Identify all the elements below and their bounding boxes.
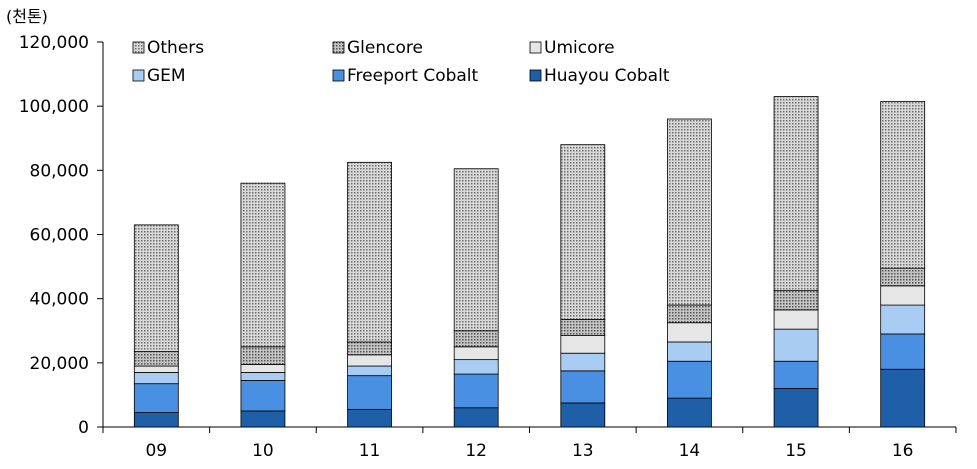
- legend-label: Huayou Cobalt: [544, 66, 670, 86]
- bar-segment-gem: [880, 304, 926, 335]
- legend-item-glencore: Glencore: [332, 38, 423, 58]
- legend-item-freeport-cobalt: Freeport Cobalt: [332, 66, 479, 86]
- legend-swatch: [132, 69, 145, 82]
- x-tick-label: 15: [785, 441, 807, 461]
- bar-segment-glencore: [347, 341, 392, 356]
- y-tick-label: 60,000: [30, 226, 89, 246]
- bar-segment-umicore: [133, 365, 179, 373]
- x-tick-label: 16: [892, 441, 914, 461]
- x-tick-label: 13: [572, 441, 594, 461]
- y-tick-label: 80,000: [30, 161, 89, 181]
- legend-item-others: Others: [132, 38, 204, 58]
- bar-segment-umicore: [560, 335, 606, 354]
- bars: [133, 96, 926, 428]
- bar-segment-umicore: [240, 364, 286, 373]
- x-tick-label: 09: [145, 441, 167, 461]
- y-tick-label: 40,000: [30, 290, 89, 310]
- bar-segment-umicore: [773, 309, 819, 330]
- legend-label: Glencore: [347, 38, 423, 58]
- legend-label: Umicore: [544, 38, 615, 58]
- bar-segment-others: [453, 168, 499, 332]
- bar-segment-others: [240, 182, 286, 348]
- bar-segment-umicore: [453, 346, 499, 361]
- bar-segment-huayou-cobalt: [240, 410, 286, 428]
- legend-swatch: [332, 41, 345, 54]
- unit-label: (천톤): [6, 7, 48, 26]
- bar-segment-gem: [347, 365, 392, 377]
- y-tick-label: 0: [78, 418, 89, 438]
- x-axis: 09 10 11 12 13 14 15 16: [102, 426, 957, 461]
- legend-swatch: [529, 41, 542, 54]
- bar-segment-glencore: [453, 330, 499, 348]
- bar-segment-freeport-cobalt: [347, 375, 392, 410]
- bar-segment-glencore: [667, 304, 712, 324]
- bar-segment-others: [667, 118, 712, 306]
- legend-label: GEM: [147, 66, 186, 86]
- y-axis: 0 20,000 40,000 60,000 80,000 100,000 120,000: [19, 33, 104, 438]
- bar-segment-umicore: [347, 354, 392, 367]
- legend-label: Others: [147, 38, 204, 58]
- bar-segment-others: [880, 100, 926, 269]
- x-tick-label: 12: [465, 441, 487, 461]
- bar-segment-glencore: [133, 351, 179, 367]
- bar-segment-huayou-cobalt: [133, 412, 179, 428]
- bar-segment-umicore: [880, 285, 926, 306]
- bar-segment-gem: [453, 359, 499, 375]
- bar-segment-others: [133, 224, 179, 353]
- legend-swatch: [132, 41, 145, 54]
- legend: Others Glencore Umicore GEM Freeport Cobalt H…: [132, 38, 670, 86]
- bar-segment-huayou-cobalt: [560, 402, 606, 428]
- bar-segment-huayou-cobalt: [773, 388, 819, 428]
- bar-segment-freeport-cobalt: [240, 380, 286, 412]
- bar-segment-glencore: [560, 319, 606, 336]
- legend-label: Freeport Cobalt: [347, 66, 479, 86]
- legend-swatch: [529, 69, 542, 82]
- bar-segment-huayou-cobalt: [880, 368, 926, 428]
- bar-segment-others: [347, 161, 392, 343]
- bar-segment-freeport-cobalt: [560, 370, 606, 404]
- x-tick-label: 11: [359, 441, 381, 461]
- y-tick-label: 120,000: [19, 33, 89, 53]
- bar-segment-freeport-cobalt: [453, 373, 499, 409]
- bar-segment-freeport-cobalt: [773, 360, 819, 389]
- bar-segment-umicore: [667, 322, 712, 343]
- bar-segment-freeport-cobalt: [667, 360, 712, 399]
- x-tick-label: 14: [679, 441, 701, 461]
- bar-segment-gem: [773, 328, 819, 362]
- bar-segment-gem: [667, 341, 712, 362]
- legend-item-gem: GEM: [132, 66, 186, 86]
- legend-item-huayou-cobalt: Huayou Cobalt: [529, 66, 670, 86]
- bar-segment-glencore: [880, 267, 926, 287]
- bar-segment-glencore: [773, 290, 819, 311]
- bar-segment-huayou-cobalt: [667, 397, 712, 428]
- bar-segment-gem: [133, 372, 179, 385]
- x-tick-label: 10: [252, 441, 274, 461]
- legend-item-umicore: Umicore: [529, 38, 615, 58]
- bar-segment-freeport-cobalt: [133, 383, 179, 413]
- bar-segment-glencore: [240, 346, 286, 365]
- y-tick-label: 20,000: [30, 354, 89, 374]
- bar-segment-others: [773, 96, 819, 292]
- bar-segment-huayou-cobalt: [453, 407, 499, 428]
- bar-segment-huayou-cobalt: [347, 408, 392, 428]
- bar-segment-gem: [560, 352, 606, 372]
- bar-segment-gem: [240, 372, 286, 381]
- bar-segment-freeport-cobalt: [880, 333, 926, 370]
- bar-segment-others: [560, 144, 606, 320]
- legend-swatch: [332, 69, 345, 82]
- y-tick-label: 100,000: [19, 97, 89, 117]
